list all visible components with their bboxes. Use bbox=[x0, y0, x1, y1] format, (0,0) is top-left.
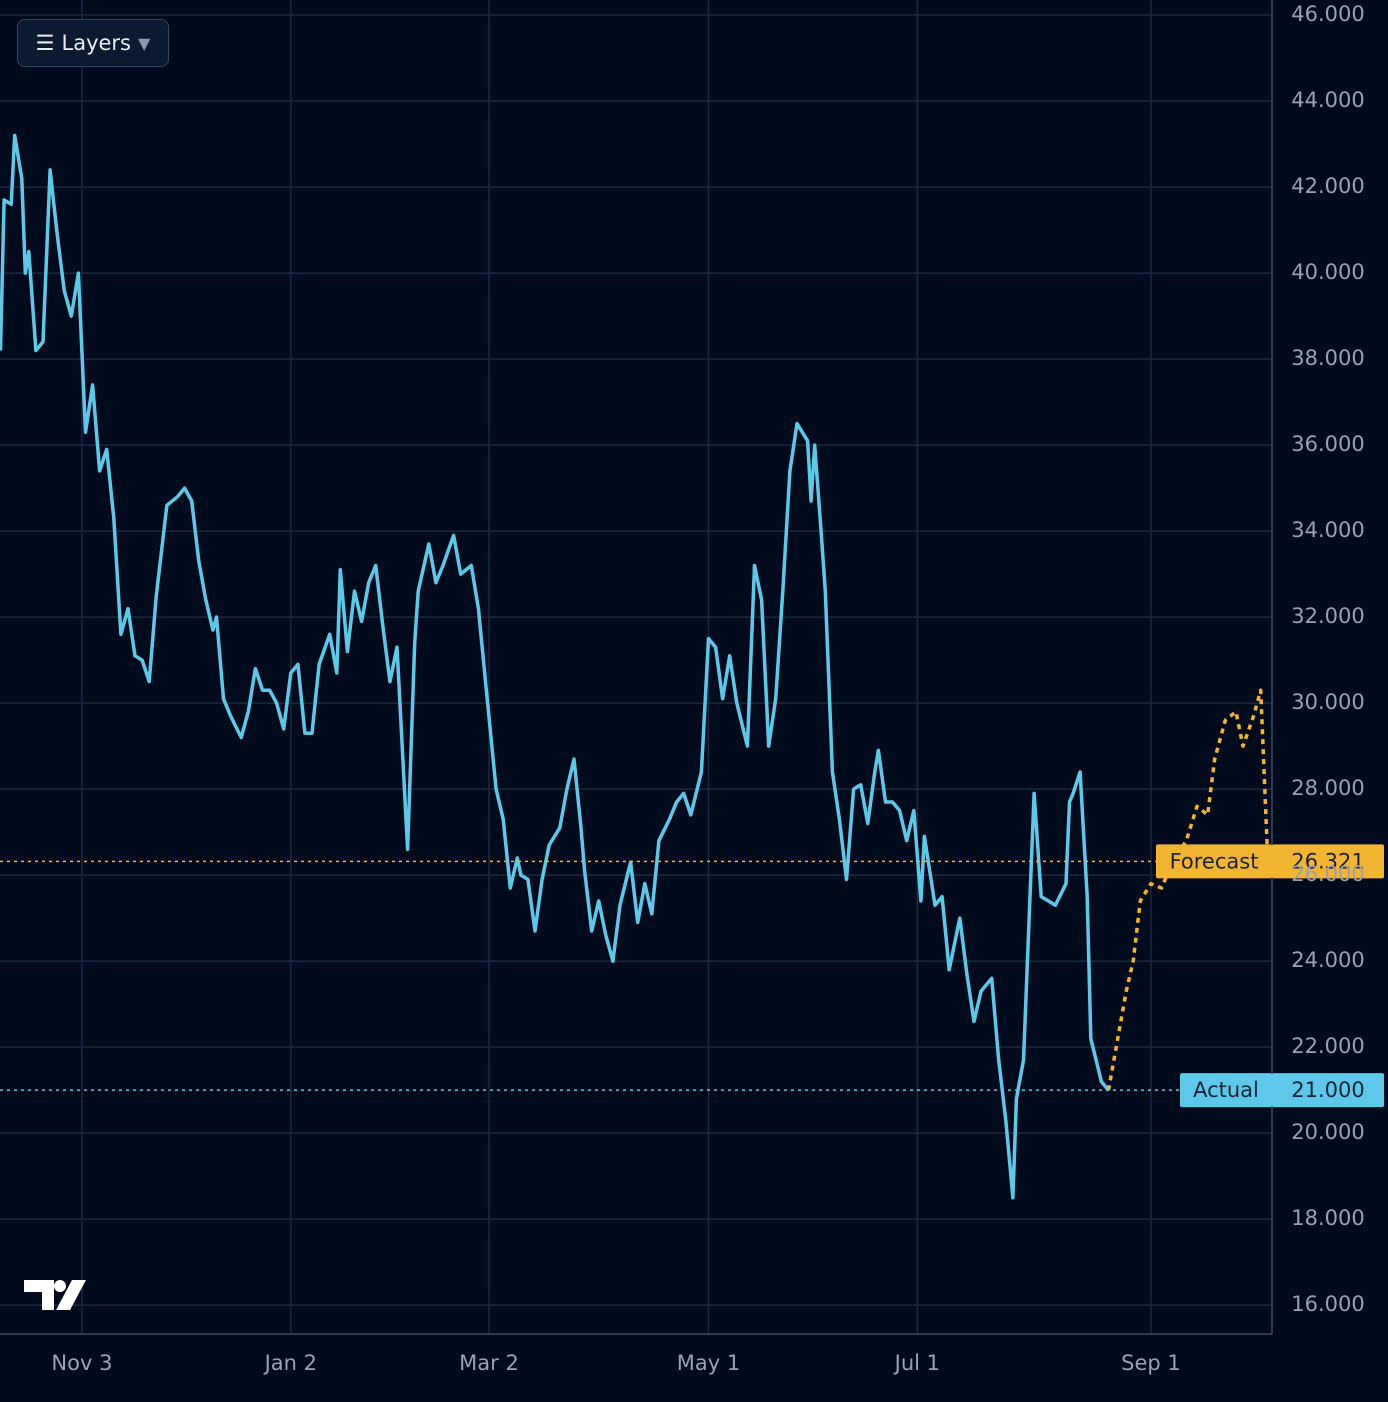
y-tick-label: 20.000 bbox=[1291, 1120, 1364, 1144]
layers-button[interactable]: ☰ Layers ▼ bbox=[17, 19, 169, 67]
y-tick-label: 28.000 bbox=[1291, 776, 1364, 800]
logo-mark bbox=[56, 1280, 86, 1310]
y-tick-label: 24.000 bbox=[1291, 948, 1364, 972]
series-line bbox=[0, 133, 1110, 1200]
y-tick-label: 40.000 bbox=[1291, 260, 1364, 284]
y-tick-label: 30.000 bbox=[1291, 690, 1364, 714]
price-tag-name: Actual bbox=[1193, 1078, 1259, 1102]
y-tick-label: 22.000 bbox=[1291, 1034, 1364, 1058]
logo bbox=[24, 1280, 86, 1310]
grid bbox=[0, 0, 1272, 1334]
y-tick-label: 36.000 bbox=[1291, 432, 1364, 456]
y-tick-label: 42.000 bbox=[1291, 174, 1364, 198]
layers-label: Layers bbox=[61, 31, 132, 55]
y-tick-label: 26.000 bbox=[1291, 862, 1364, 886]
y-tick-label: 32.000 bbox=[1291, 604, 1364, 628]
price-tag-name-box bbox=[1180, 1073, 1272, 1108]
price-tag-name: Forecast bbox=[1170, 849, 1259, 873]
price-tags: Actual 21.000 Forecast 26.321 bbox=[1156, 844, 1384, 1108]
series-line bbox=[1106, 688, 1270, 1091]
price-tag-value: 21.000 bbox=[1291, 1078, 1364, 1102]
logo-dot bbox=[54, 1280, 66, 1292]
x-tick-label: Nov 3 bbox=[51, 1351, 112, 1375]
price-tag-name-box bbox=[1156, 844, 1272, 879]
price-tag-value-box bbox=[1272, 844, 1384, 879]
y-tick-label: 44.000 bbox=[1291, 88, 1364, 112]
y-tick-label: 38.000 bbox=[1291, 346, 1364, 370]
x-tick-label: Jan 2 bbox=[263, 1351, 317, 1375]
lines bbox=[0, 133, 1272, 1200]
y-tick-label: 16.000 bbox=[1291, 1292, 1364, 1316]
x-tick-label: Sep 1 bbox=[1121, 1351, 1181, 1375]
price-tag-value: 26.321 bbox=[1291, 849, 1364, 873]
price-tag-value-box bbox=[1272, 1073, 1384, 1108]
logo-mark bbox=[24, 1280, 54, 1310]
dropdown-arrow: ▼ bbox=[138, 33, 151, 53]
x-tick-label: May 1 bbox=[677, 1351, 740, 1375]
y-tick-label: 18.000 bbox=[1291, 1206, 1364, 1230]
menu-icon: ☰ bbox=[35, 31, 55, 55]
y-tick-label: 34.000 bbox=[1291, 518, 1364, 542]
y-tick-label: 46.000 bbox=[1291, 2, 1364, 26]
x-tick-label: Jul 1 bbox=[893, 1351, 940, 1375]
x-tick-label: Mar 2 bbox=[459, 1351, 519, 1375]
